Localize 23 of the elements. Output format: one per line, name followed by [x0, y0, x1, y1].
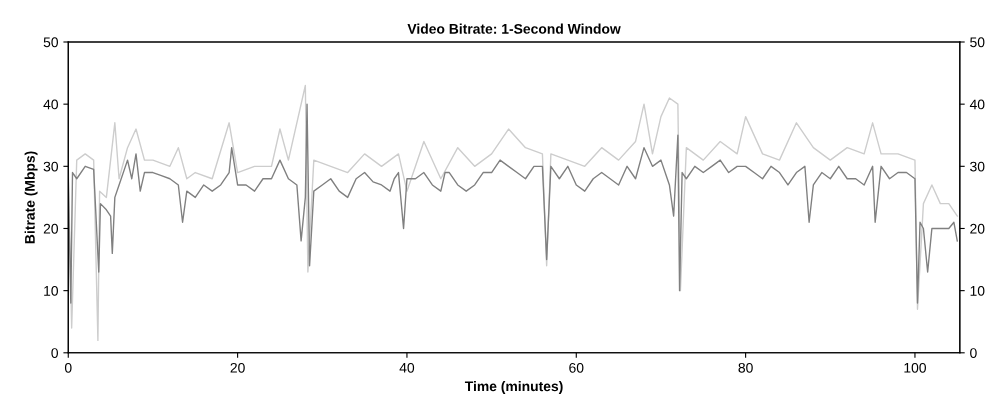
- y2-tick-label: 20: [970, 223, 985, 234]
- x-axis-title: Time (minutes): [464, 381, 563, 394]
- y2-tick-label: 50: [970, 37, 985, 48]
- y-tick-label: 10: [44, 285, 59, 296]
- y-tick-label: 30: [43, 161, 59, 172]
- x-tick-label: 80: [738, 362, 753, 373]
- y2-tick-label: 10: [970, 285, 985, 296]
- x-tick-label: 60: [569, 362, 584, 373]
- y-tick-label: 50: [43, 37, 59, 48]
- y-tick-label: 40: [43, 99, 59, 110]
- y2-tick-label: 30: [970, 161, 985, 172]
- x-tick-label: 20: [230, 362, 245, 373]
- y-axis-title: Bitrate (Mbps): [24, 151, 38, 244]
- x-tick-label: 100: [904, 362, 926, 373]
- y-tick-label: 0: [51, 348, 59, 358]
- chart-title: Video Bitrate: 1-Second Window: [407, 23, 621, 34]
- y2-tick-label: 40: [969, 99, 985, 110]
- x-tick-label: 0: [64, 362, 72, 373]
- y2-tick-label: 0: [970, 348, 977, 358]
- x-tick-label: 40: [399, 362, 415, 373]
- line-series: [68, 103, 958, 304]
- line-series: [68, 84, 958, 342]
- y-tick-label: 20: [43, 223, 59, 234]
